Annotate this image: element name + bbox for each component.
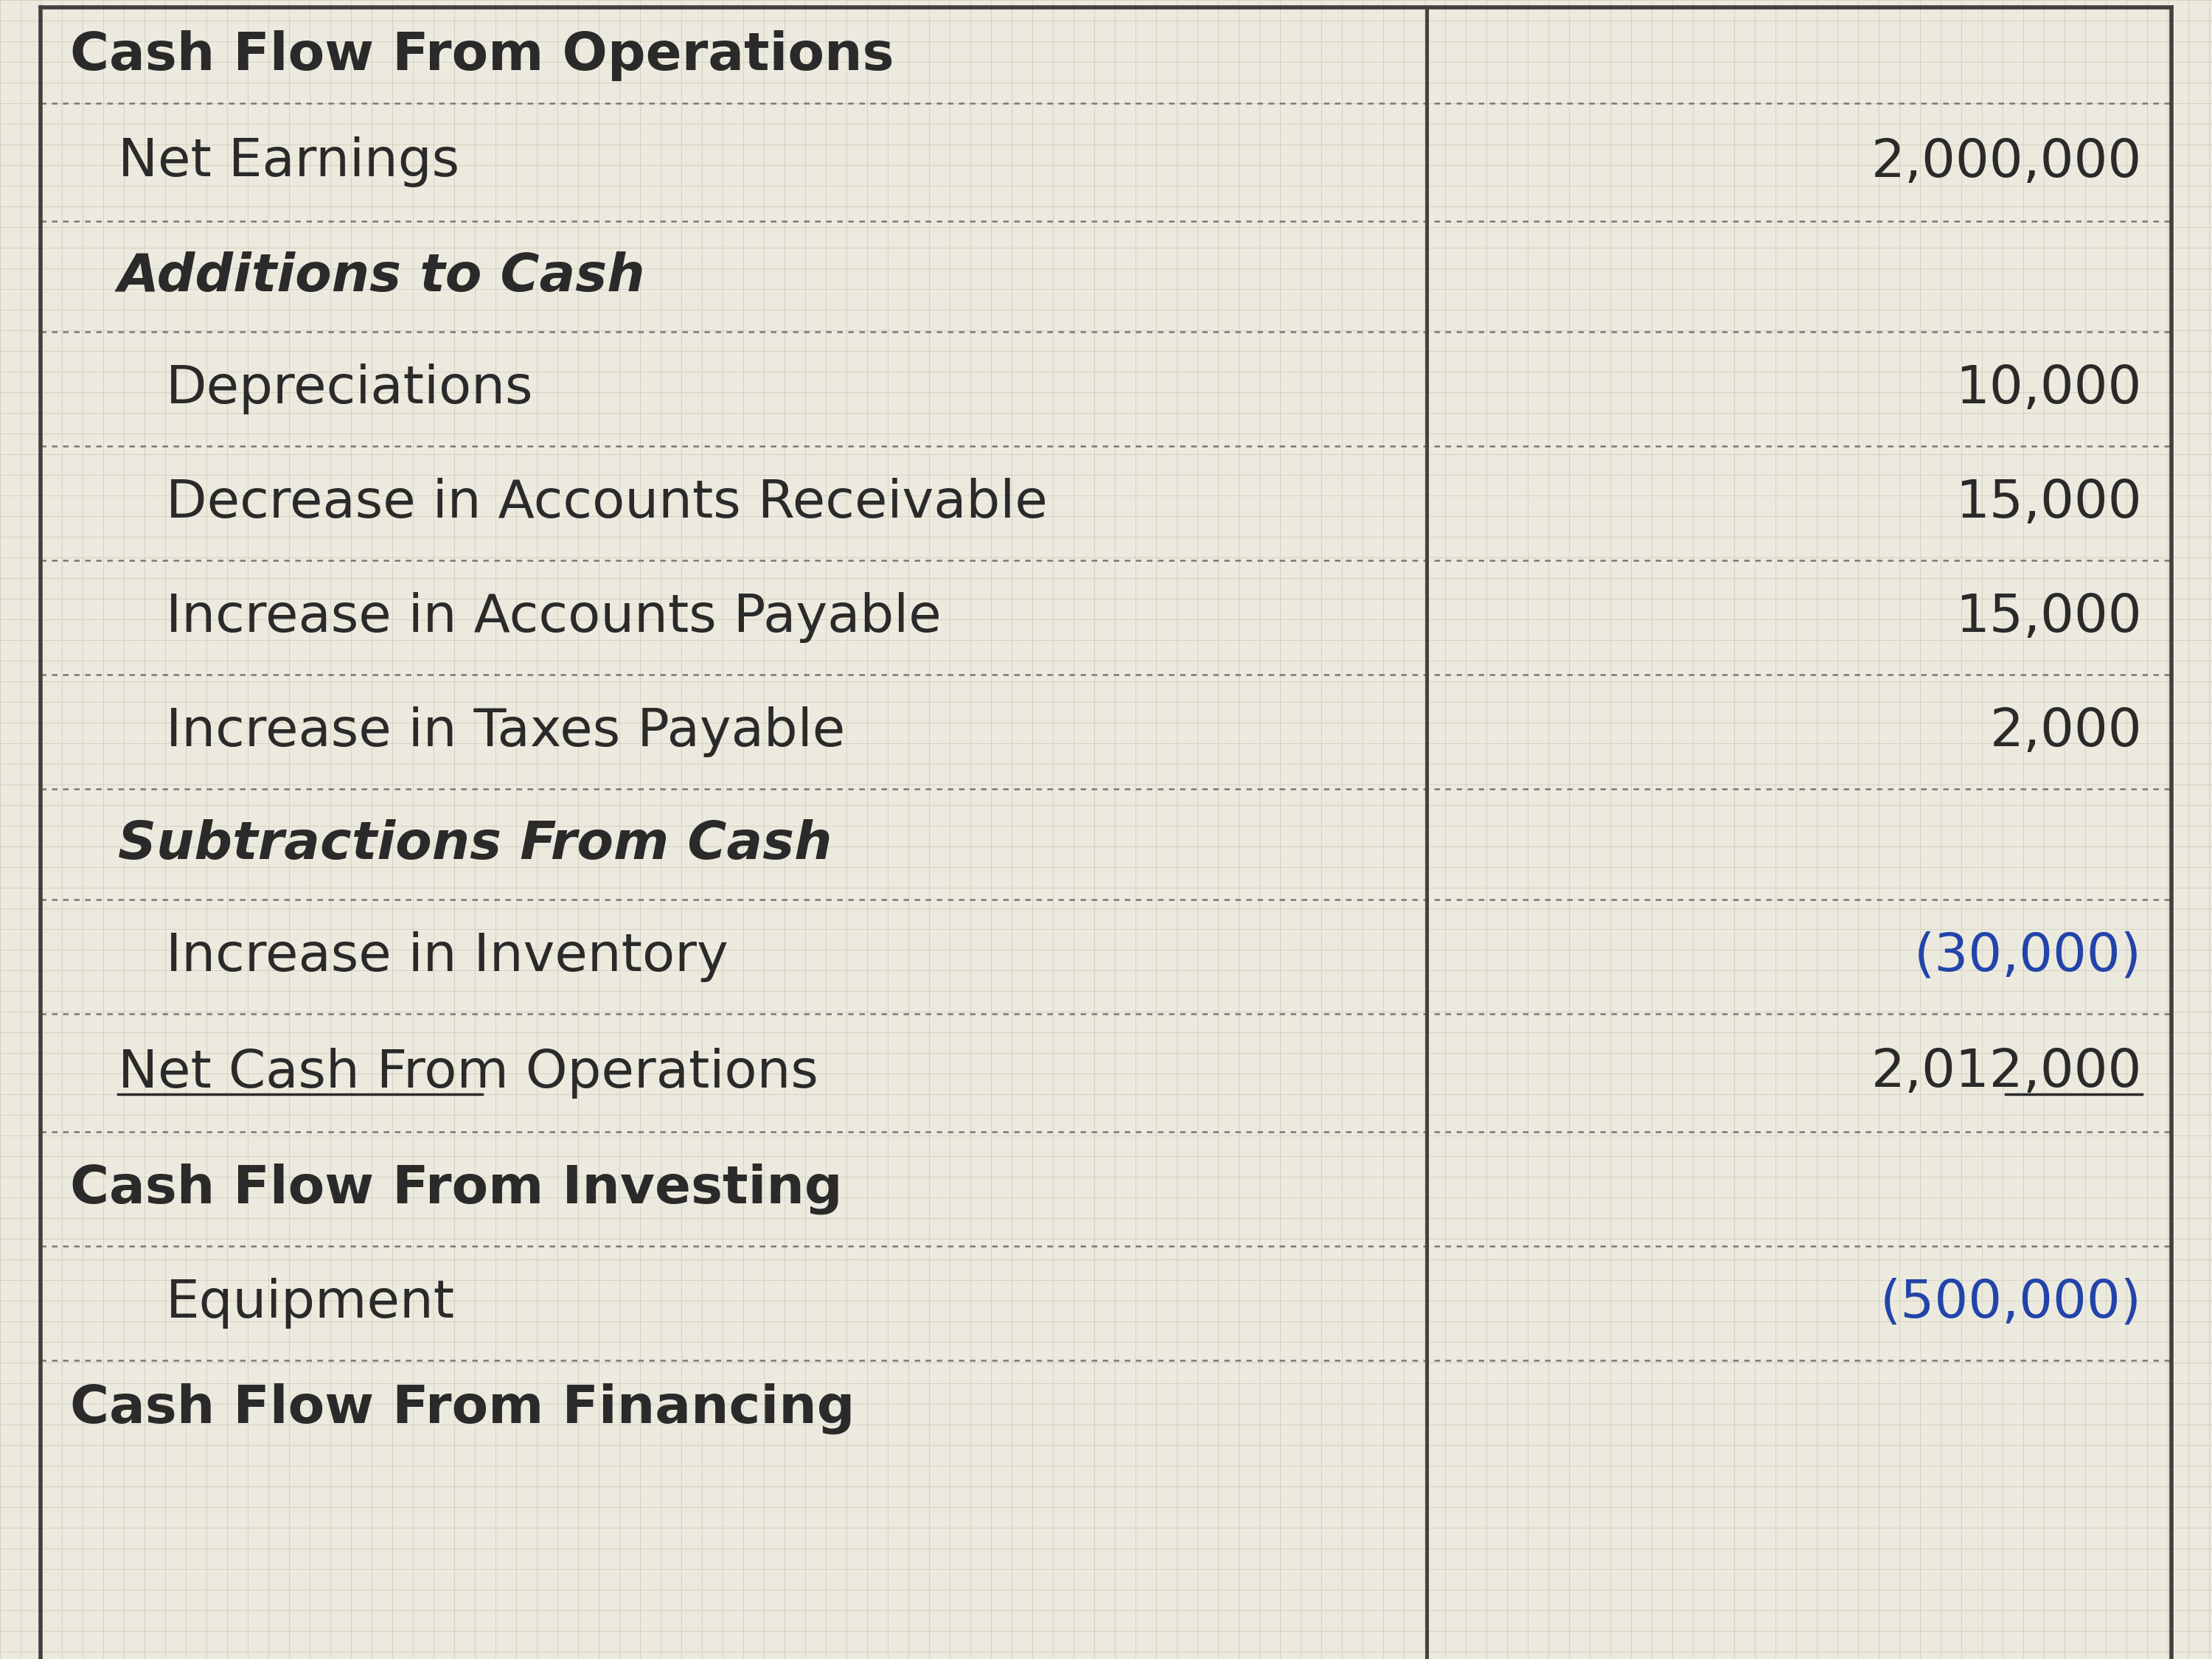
- Text: (30,000): (30,000): [1913, 931, 2141, 982]
- Text: Cash Flow From Operations: Cash Flow From Operations: [71, 30, 894, 81]
- Text: 15,000: 15,000: [1955, 592, 2141, 644]
- Text: Increase in Inventory: Increase in Inventory: [166, 931, 728, 982]
- Text: 2,000: 2,000: [1989, 707, 2141, 757]
- Text: 15,000: 15,000: [1955, 478, 2141, 529]
- Text: Net Cash From Operations: Net Cash From Operations: [117, 1047, 818, 1098]
- Text: Subtractions From Cash: Subtractions From Cash: [117, 820, 832, 869]
- Text: 10,000: 10,000: [1955, 363, 2141, 415]
- Text: (500,000): (500,000): [1880, 1277, 2141, 1329]
- Text: Cash Flow From Financing: Cash Flow From Financing: [71, 1382, 854, 1433]
- Text: Equipment: Equipment: [166, 1277, 456, 1329]
- Text: Net Earnings: Net Earnings: [117, 136, 460, 187]
- Text: 2,012,000: 2,012,000: [1871, 1047, 2141, 1098]
- Text: Increase in Accounts Payable: Increase in Accounts Payable: [166, 592, 942, 644]
- Text: Cash Flow From Investing: Cash Flow From Investing: [71, 1163, 843, 1214]
- Text: 2,000,000: 2,000,000: [1871, 136, 2141, 187]
- Text: Depreciations: Depreciations: [166, 363, 533, 415]
- Text: Increase in Taxes Payable: Increase in Taxes Payable: [166, 707, 845, 757]
- Text: Additions to Cash: Additions to Cash: [117, 251, 646, 302]
- Text: Decrease in Accounts Receivable: Decrease in Accounts Receivable: [166, 478, 1048, 529]
